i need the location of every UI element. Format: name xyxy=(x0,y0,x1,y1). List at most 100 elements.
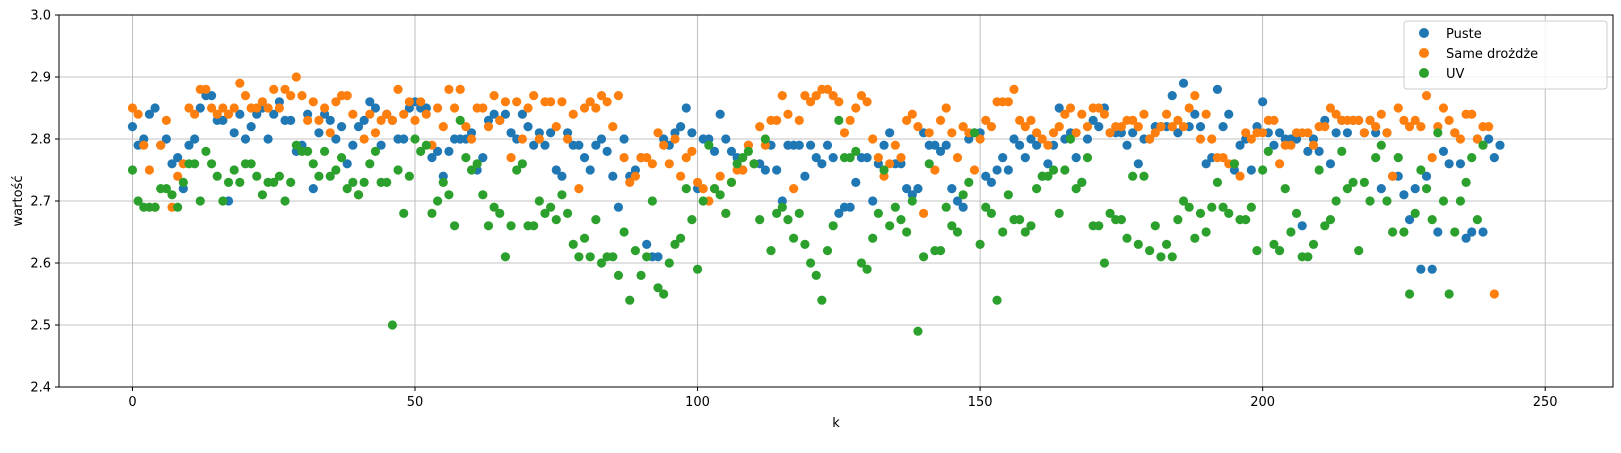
axis-ticks: 0 50 100 150 200 250 2.4 2.5 2.6 2.7 2.8 2.9 3.0 xyxy=(30,9,1557,411)
data-point-same-drozdze xyxy=(517,134,527,144)
data-point-uv xyxy=(331,165,341,175)
data-point-uv xyxy=(613,270,624,280)
data-point-uv xyxy=(1303,252,1313,262)
data-point-uv xyxy=(1444,289,1454,299)
data-point-uv xyxy=(585,252,595,262)
data-point-same-drozdze xyxy=(223,109,234,119)
data-point-same-drozdze xyxy=(1116,122,1126,132)
data-point-uv xyxy=(319,146,330,156)
data-point-uv xyxy=(653,283,663,293)
data-point-puste xyxy=(173,153,183,163)
data-point-puste xyxy=(286,115,296,125)
data-point-uv xyxy=(1218,202,1228,212)
data-point-uv xyxy=(670,239,680,249)
data-point-same-drozdze xyxy=(715,171,725,181)
data-point-same-drozdze xyxy=(596,91,607,101)
data-point-uv xyxy=(551,215,561,225)
data-point-uv xyxy=(873,208,883,218)
data-point-uv xyxy=(1241,215,1251,225)
data-point-puste xyxy=(489,109,499,119)
data-point-uv xyxy=(1122,233,1132,243)
data-point-puste xyxy=(574,140,584,150)
data-point-uv xyxy=(647,196,657,206)
data-point-uv xyxy=(568,239,578,249)
data-point-puste xyxy=(376,140,386,150)
data-point-uv xyxy=(625,295,635,305)
data-point-same-drozdze xyxy=(692,177,703,187)
data-point-puste xyxy=(1303,146,1313,156)
data-point-uv xyxy=(348,177,358,187)
data-point-uv xyxy=(1224,208,1234,218)
data-point-same-drozdze xyxy=(1410,115,1420,125)
data-point-puste xyxy=(336,122,347,132)
data-point-puste xyxy=(1088,115,1098,125)
data-point-same-drozdze xyxy=(523,103,533,113)
data-point-puste xyxy=(359,115,369,125)
data-point-same-drozdze xyxy=(506,153,516,163)
data-point-puste xyxy=(370,103,381,113)
y-tick-label: 2.6 xyxy=(30,257,51,272)
data-point-uv xyxy=(1139,171,1149,181)
data-point-uv xyxy=(1354,246,1364,256)
data-point-same-drozdze xyxy=(630,171,640,181)
data-point-same-drozdze xyxy=(647,159,657,169)
data-point-puste xyxy=(1043,159,1053,169)
data-point-same-drozdze xyxy=(653,128,663,138)
data-point-puste xyxy=(998,153,1008,163)
data-point-same-drozdze xyxy=(331,97,341,107)
data-point-uv xyxy=(1450,227,1460,237)
data-point-uv xyxy=(342,184,352,194)
data-point-puste xyxy=(206,91,217,101)
data-point-puste xyxy=(1235,140,1245,150)
data-point-same-drozdze xyxy=(156,140,166,150)
data-point-uv xyxy=(1461,177,1471,187)
data-point-uv xyxy=(822,246,833,256)
data-point-uv xyxy=(1099,258,1110,268)
data-point-puste xyxy=(687,128,697,138)
data-point-uv xyxy=(1201,227,1211,237)
data-point-uv xyxy=(1438,196,1449,206)
data-point-puste xyxy=(1275,128,1285,138)
data-point-uv xyxy=(1371,153,1381,163)
data-point-same-drozdze xyxy=(698,184,708,194)
data-point-uv xyxy=(427,208,437,218)
data-point-uv xyxy=(777,202,787,212)
data-point-puste xyxy=(986,177,997,187)
data-point-uv xyxy=(1388,227,1398,237)
data-point-uv xyxy=(760,134,770,144)
data-point-same-drozdze xyxy=(1184,103,1194,113)
data-point-same-drozdze xyxy=(461,122,471,132)
data-point-uv xyxy=(1065,134,1076,144)
data-point-same-drozdze xyxy=(190,109,200,119)
data-point-same-drozdze xyxy=(1207,134,1217,144)
data-point-puste xyxy=(1484,134,1494,144)
data-point-uv xyxy=(738,153,748,163)
data-point-uv xyxy=(1178,196,1189,206)
data-point-uv xyxy=(964,177,974,187)
legend-label-uv: UV xyxy=(1446,67,1465,82)
data-point-same-drozdze xyxy=(1354,115,1364,125)
data-point-uv xyxy=(952,227,963,237)
data-point-same-drozdze xyxy=(1331,109,1341,119)
data-point-uv xyxy=(280,196,290,206)
data-point-same-drozdze xyxy=(529,91,539,101)
data-point-same-drozdze xyxy=(783,109,793,119)
data-point-puste xyxy=(150,103,160,113)
data-point-same-drozdze xyxy=(873,153,883,163)
data-point-same-drozdze xyxy=(896,153,906,163)
data-point-same-drozdze xyxy=(297,91,307,101)
data-point-same-drozdze xyxy=(941,103,951,113)
data-point-puste xyxy=(1133,159,1143,169)
data-point-uv xyxy=(1280,184,1290,194)
data-point-puste xyxy=(1258,97,1268,107)
data-point-uv xyxy=(1258,165,1268,175)
data-point-uv xyxy=(1399,227,1409,237)
data-point-puste xyxy=(1342,128,1353,138)
data-point-same-drozdze xyxy=(1303,128,1313,138)
data-point-puste xyxy=(935,146,946,156)
data-point-uv xyxy=(1003,190,1013,200)
data-point-puste xyxy=(1094,122,1104,132)
data-point-puste xyxy=(557,171,567,181)
data-point-uv xyxy=(935,246,946,256)
data-point-uv xyxy=(466,165,477,175)
